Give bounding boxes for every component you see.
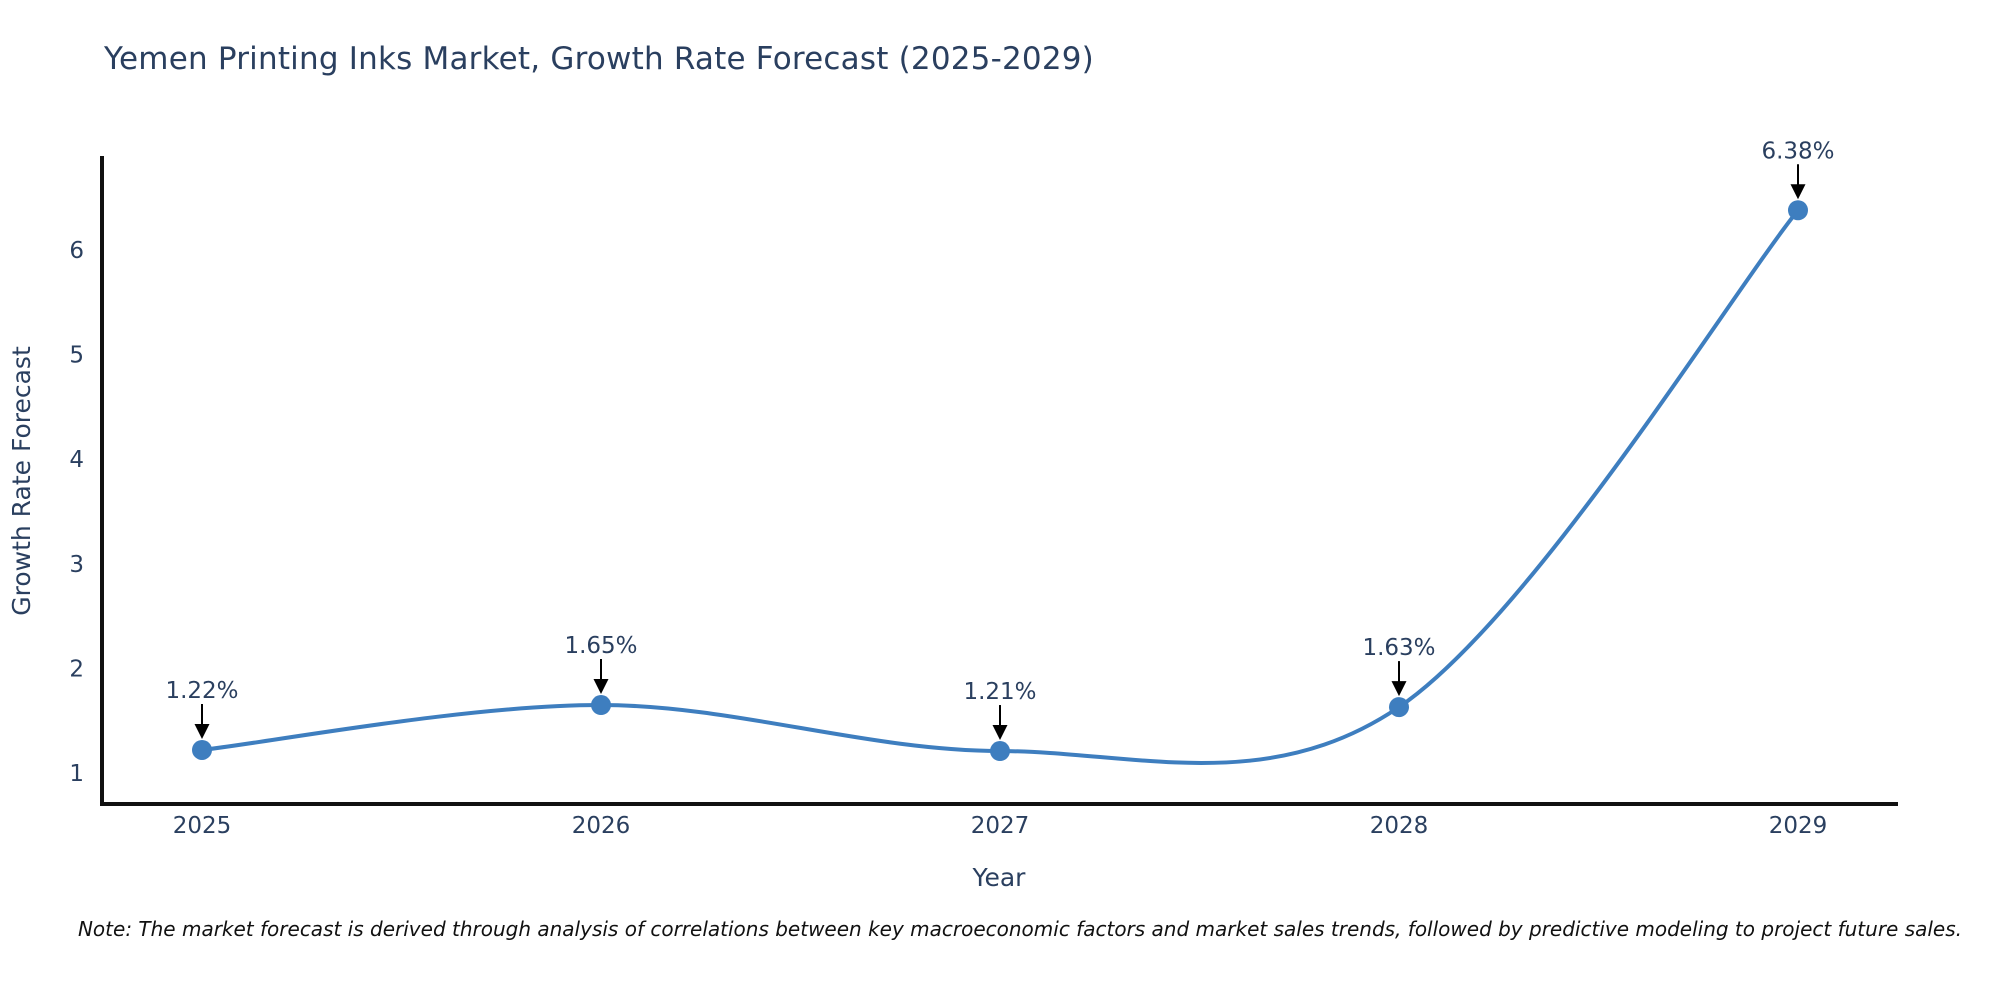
point-label: 6.38% (1761, 138, 1834, 164)
point-label: 1.22% (165, 678, 238, 704)
y-tick-label: 5 (69, 343, 84, 369)
footnote: Note: The market forecast is derived thr… (77, 917, 1963, 941)
y-tick-label: 1 (69, 761, 84, 787)
data-point-2025[interactable] (192, 739, 212, 760)
data-point-2027[interactable] (990, 741, 1010, 762)
annotation-arrowhead (992, 725, 1008, 741)
point-label: 1.21% (963, 679, 1036, 705)
point-label: 1.65% (564, 633, 637, 659)
y-tick-label: 2 (69, 656, 84, 682)
x-tick-label: 2027 (971, 813, 1030, 839)
annotation-arrowhead (1391, 681, 1407, 697)
data-point-2028[interactable] (1389, 697, 1409, 718)
annotation-arrowhead (593, 679, 609, 695)
chart-title: Yemen Printing Inks Market, Growth Rate … (104, 41, 1094, 77)
x-tick-label: 2029 (1769, 813, 1828, 839)
x-axis-title: Year (972, 863, 1027, 892)
point-label: 1.63% (1362, 635, 1435, 661)
y-tick-label: 6 (69, 238, 84, 264)
x-tick-label: 2025 (173, 813, 232, 839)
data-point-2026[interactable] (591, 695, 611, 716)
annotation-arrowhead (194, 723, 210, 739)
annotation-arrowhead (1790, 184, 1806, 200)
x-tick-label: 2026 (572, 813, 631, 839)
y-tick-label: 4 (69, 447, 84, 473)
data-point-2029[interactable] (1788, 200, 1808, 221)
x-tick-label: 2028 (1370, 813, 1429, 839)
growth-line (200, 208, 1800, 765)
y-axis-title: Growth Rate Forecast (7, 346, 36, 616)
y-tick-label: 3 (69, 552, 84, 578)
